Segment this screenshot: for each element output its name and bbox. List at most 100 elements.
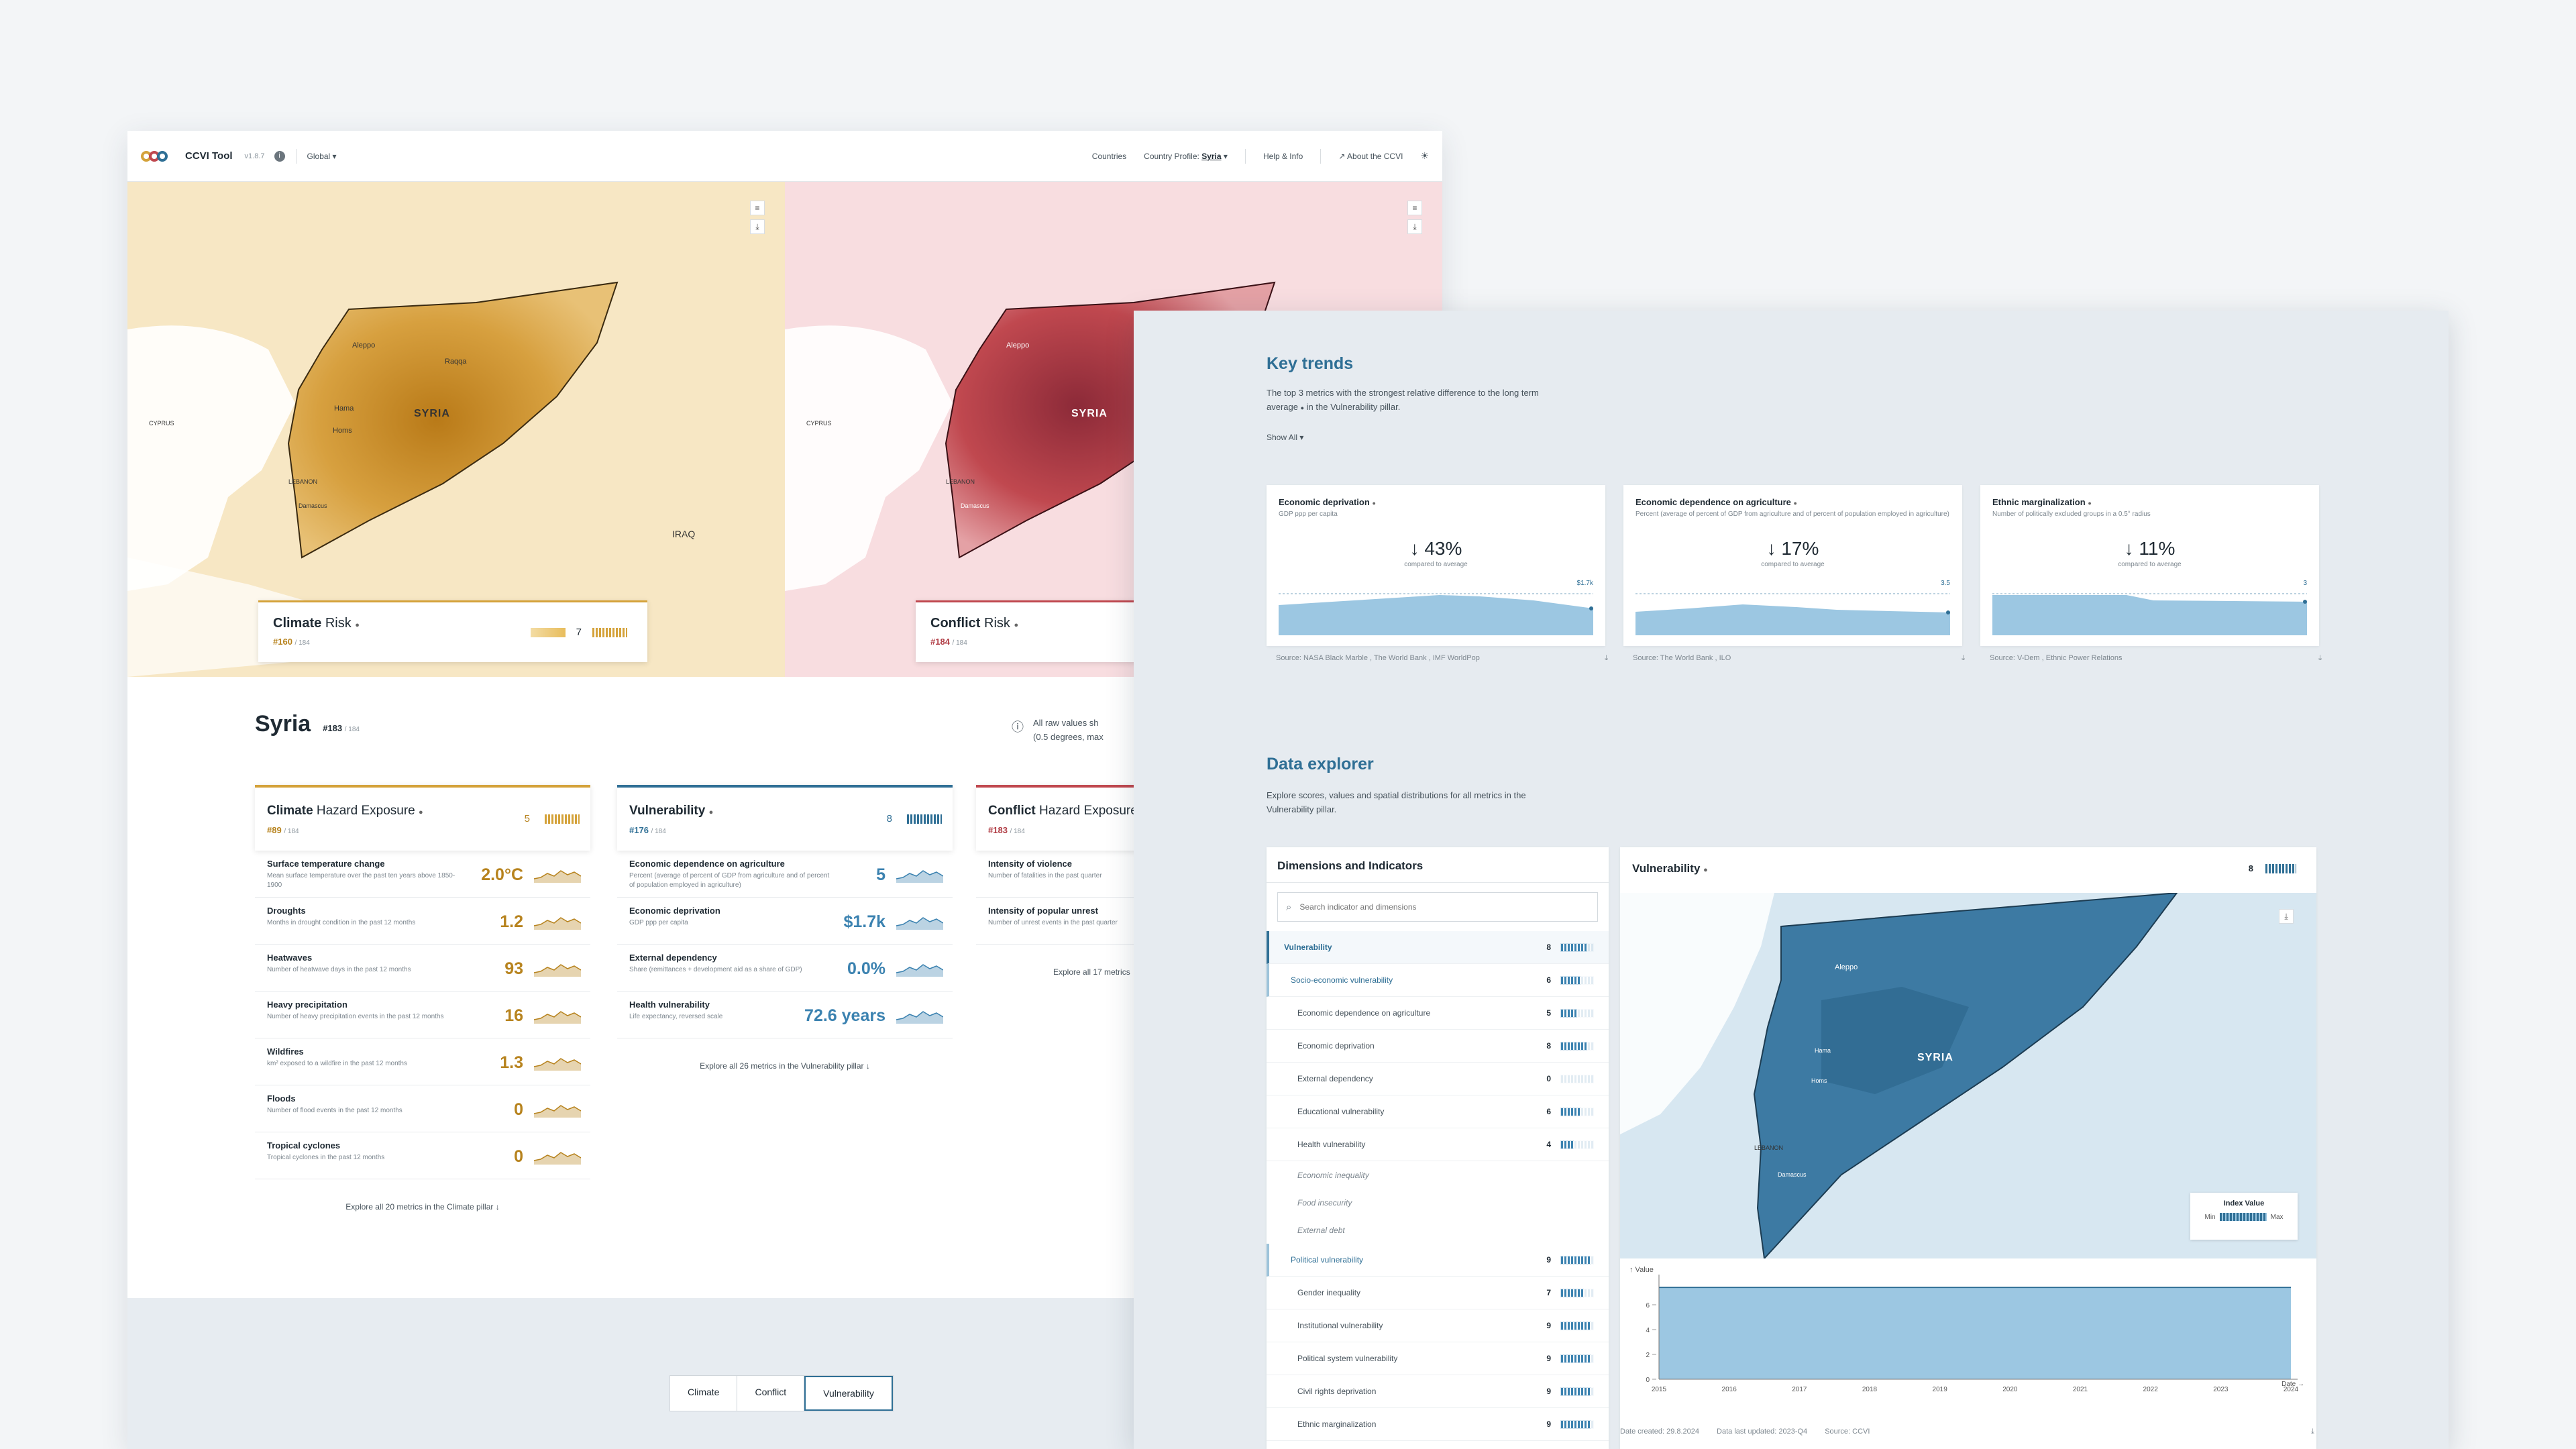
trend-source: Source: NASA Black Marble , The World Ba… [1276,654,1615,662]
download-icon[interactable]: ⤓ [1962,654,1965,662]
dimension-search[interactable]: ⌕ [1277,892,1598,922]
dimension-row[interactable]: Economic deprivation 8 [1267,1030,1609,1063]
x-tick-label: 2024 [2284,1386,2299,1393]
tab-conflict[interactable]: Conflict [737,1376,805,1411]
trend-card[interactable]: Economic dependence on agriculture ● Perc… [1623,485,1962,646]
climate-risk-map[interactable]: SYRIA Aleppo Raqqa Hama Homs LEBANON Dam… [127,182,785,677]
climate-pillar-header[interactable]: Climate Hazard Exposure ● #89 / 184 5 [255,785,590,851]
download-icon[interactable]: ⤓ [2279,909,2294,924]
vulnerability-pillar-header[interactable]: Vulnerability ● #176 / 184 8 [617,785,953,851]
climate-risk-title-rest: Risk [325,616,352,631]
metric-row[interactable]: External dependency Share (remittances + … [617,945,953,991]
trend-card[interactable]: Economic deprivation ● GDP ppp per capita… [1267,485,1605,646]
dimension-label: Educational vulnerability [1297,1107,1385,1116]
layers-icon[interactable]: ≡ [1407,201,1422,215]
dimension-row[interactable]: Political system vulnerability 9 [1267,1342,1609,1375]
raw-note-line-2: (0.5 degrees, max [1033,731,1104,742]
explore-climate-link[interactable]: Explore all 20 metrics in the Climate pi… [255,1202,590,1212]
dimension-row[interactable]: Socio-economic vulnerability 6 [1267,964,1609,997]
info-icon[interactable]: ● [419,808,423,816]
dimension-score-bar [1560,1288,1594,1297]
dimension-row[interactable]: Ethnic marginalization 9 [1267,1408,1609,1441]
metric-row[interactable]: Economic dependence on agriculture Percen… [617,851,953,898]
info-icon[interactable]: ● [355,621,360,629]
nav-help[interactable]: Help & Info [1263,151,1303,161]
ccvi-logo-icon[interactable] [141,150,168,162]
dimension-row[interactable]: Gender inequality 7 [1267,1277,1609,1309]
divider [295,148,297,164]
download-icon[interactable]: ⤓ [2311,1428,2314,1436]
metric-row[interactable]: Wildfires km² exposed to a wildfire in th… [255,1038,590,1085]
metric-row[interactable]: Health vulnerability Life expectancy, rev… [617,991,953,1038]
dimension-row[interactable]: Vulnerability 8 [1267,931,1609,964]
info-icon[interactable]: ● [2088,500,2092,506]
map-label-syria: SYRIA [1917,1052,1953,1063]
metric-row[interactable]: Tropical cyclones Tropical cyclones in th… [255,1132,590,1179]
vulnerability-map-graphic [1620,893,2178,1258]
download-icon[interactable]: ⤓ [750,219,765,234]
dimension-row[interactable]: External debt [1267,1216,1609,1244]
metric-row[interactable]: Surface temperature change Mean surface t… [255,851,590,898]
metric-name: External dependency [629,953,717,963]
dimension-row[interactable]: Economic inequality [1267,1161,1609,1189]
download-icon[interactable]: ⤓ [1605,654,1608,662]
trend-description: Number of politically excluded groups in… [1992,511,2151,518]
dimension-row[interactable]: Educational vulnerability 6 [1267,1095,1609,1128]
trend-card[interactable]: Ethnic marginalization ● Number of politi… [1980,485,2319,646]
layers-icon[interactable]: ≡ [750,201,765,215]
metric-value: 0.0% [847,959,885,978]
info-icon[interactable]: ● [708,808,714,816]
nav-about[interactable]: ↗ About the CCVI [1338,152,1403,161]
metric-row[interactable]: Heavy precipitation Number of heavy preci… [255,991,590,1038]
nav-countries[interactable]: Countries [1091,151,1127,161]
download-icon[interactable]: ⤓ [2318,654,2322,662]
search-input[interactable] [1299,902,1555,912]
x-tick-label: 2022 [2143,1386,2159,1393]
climate-pillar-rank-total: / 184 [284,828,299,835]
theme-toggle-icon[interactable]: ☀ [1420,150,1429,161]
metric-row[interactable]: Heatwaves Number of heatwave days in the … [255,945,590,991]
explore-conflict-link[interactable]: Explore all 17 metrics [976,967,1311,977]
info-icon[interactable]: i [274,150,285,162]
syria-shape[interactable] [1753,893,2178,1258]
tab-climate[interactable]: Climate [670,1376,738,1411]
key-trends-description: The top 3 metrics with the strongest rel… [1267,386,1562,415]
metric-value: $1.7k [843,912,885,931]
metric-name: Wildfires [267,1046,304,1057]
data-explorer-description: Explore scores, values and spatial distr… [1267,790,1526,815]
metric-row[interactable]: Droughts Months in drought condition in t… [255,898,590,945]
climate-risk-card[interactable]: Climate Risk ● #160 / 184 7 [258,600,647,662]
x-tick-label: 2018 [1862,1386,1878,1393]
info-icon[interactable]: ● [1014,621,1019,629]
syria-shape[interactable] [287,281,619,559]
dimension-row[interactable]: Economic dependence on agriculture 5 [1267,997,1609,1030]
dimension-row[interactable]: Civil rights deprivation 9 [1267,1375,1609,1408]
tab-vulnerability[interactable]: Vulnerability [804,1376,893,1411]
metric-row[interactable]: Floods Number of flood events in the past… [255,1085,590,1132]
dimension-value: 4 [1546,1140,1551,1149]
dimension-row[interactable]: Institutional vulnerability 9 [1267,1309,1609,1342]
dimensions-panel: Dimensions and Indicators ⌕ Vulnerabilit… [1267,847,1609,1449]
dimension-row[interactable]: Food insecurity [1267,1189,1609,1216]
nav-country-profile[interactable]: Country Profile: Syria ▾ [1144,152,1228,161]
trend-change: ↓ 17% [1766,538,1819,559]
dimension-row[interactable]: External dependency 0 [1267,1063,1609,1095]
info-icon[interactable]: ● [1703,866,1708,874]
scope-dropdown[interactable]: Global ▾ [307,152,337,161]
show-all-toggle[interactable]: Show All ▾ [1267,433,1303,442]
dimension-row[interactable]: Political vulnerability 9 [1267,1244,1609,1277]
info-icon[interactable]: ● [1793,500,1797,506]
dimension-row[interactable]: Health vulnerability 4 [1267,1128,1609,1161]
metric-description: Number of fatalities in the past quarter [988,872,1102,879]
info-icon[interactable]: ● [1300,405,1305,412]
explore-vulnerability-link[interactable]: Explore all 26 metrics in the Vulnerabil… [617,1061,953,1071]
download-icon[interactable]: ⤓ [1407,219,1422,234]
map-label-syria: SYRIA [414,408,450,419]
time-series-chart[interactable]: ↑ Value 0 2 4 6 2015 2016 2017 2018 2019 2020 2021 2… [1620,1258,2316,1426]
metric-row[interactable]: Economic deprivation GDP ppp per capita $1… [617,898,953,945]
tool-name[interactable]: CCVI Tool [185,150,233,162]
country-rank-total: / 184 [344,726,360,733]
vulnerability-map[interactable]: SYRIA Aleppo Hama Homs LEBANON Damascus … [1620,893,2316,1258]
info-icon[interactable]: ● [1372,500,1376,506]
conflict-risk-map[interactable]: SYRIA Aleppo LEBANON Damascus CYPRUS ≡ ⤓… [785,182,1442,677]
